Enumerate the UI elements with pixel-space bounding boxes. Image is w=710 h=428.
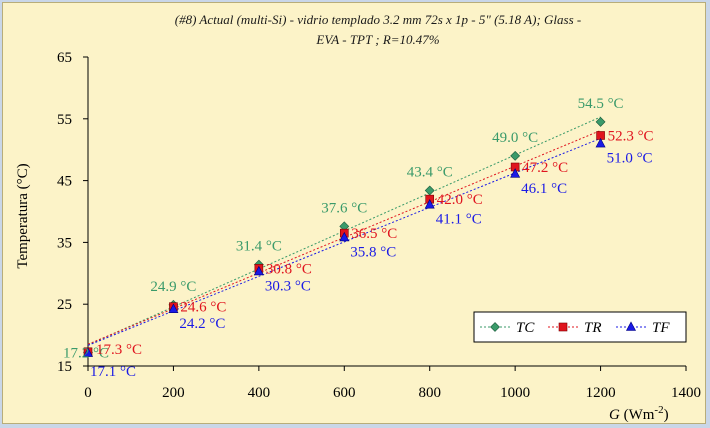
data-label-tr: 52.3 °C [608, 128, 654, 144]
marker-tf [510, 168, 521, 178]
marker-tc [424, 185, 435, 196]
marker-tf [168, 303, 179, 313]
data-label-tc: 54.5 °C [578, 96, 624, 112]
marker-tf [595, 137, 606, 148]
marker-tf [253, 265, 264, 276]
chart-title-line-2: EVA - TPT ; R=10.47% [315, 32, 439, 47]
y-tick-label: 65 [57, 50, 72, 66]
data-label-tr: 47.2 °C [522, 160, 568, 176]
y-tick-label: 55 [57, 112, 72, 128]
data-label-tf: 41.1 °C [436, 212, 482, 228]
data-label-tf: 30.3 °C [265, 278, 311, 294]
x-tick-label: 600 [333, 385, 356, 401]
marker-tc [510, 150, 521, 161]
y-tick-label: 35 [57, 235, 72, 251]
marker-tf [339, 231, 350, 242]
x-axis-title: G (Wm-2) [609, 404, 669, 423]
x-tick-label: 1000 [500, 385, 530, 401]
x-tick-label: 1200 [586, 385, 616, 401]
data-label-tc: 31.4 °C [236, 239, 282, 255]
legend-marker-tf [626, 321, 636, 331]
data-label-tf: 46.1 °C [521, 181, 567, 197]
data-label-tc: 17.2 °C [63, 345, 109, 361]
chart-frame [2, 2, 706, 424]
x-tick-label: 800 [418, 385, 441, 401]
data-label-tr: 36.5 °C [351, 226, 397, 242]
y-tick-label: 15 [57, 359, 72, 375]
data-label-tr: 42.0 °C [437, 192, 483, 208]
legend-marker-tc [490, 322, 500, 332]
legend: TC TR TF [473, 311, 687, 343]
legend-label-tr: TR [584, 320, 602, 336]
x-axis-title-text: G (Wm-2) [609, 404, 669, 423]
y-axis-title: Temperatura (°C) [15, 163, 31, 268]
data-label-tc: 24.9 °C [150, 279, 196, 295]
data-label-tr: 30.8 °C [266, 261, 312, 277]
legend-marker-tr [558, 322, 568, 332]
x-tick-label: 200 [162, 385, 185, 401]
x-tick-label: 0 [84, 385, 92, 401]
data-label-tf: 24.2 °C [179, 316, 225, 332]
data-label-tf: 35.8 °C [350, 244, 396, 260]
data-labels: 17.2 °C 24.9 °C 31.4 °C 37.6 °C 43.4 °C 49.0 … [63, 96, 654, 380]
y-tick-label: 25 [57, 297, 72, 313]
data-label-tc: 37.6 °C [321, 200, 367, 216]
axes: 15 25 35 45 55 65 0 200 400 600 800 1000 1200 1400 [57, 50, 701, 401]
x-tick-label: 400 [248, 385, 271, 401]
data-label-tf: 51.0 °C [607, 151, 653, 167]
data-label-tc: 43.4 °C [407, 164, 453, 180]
y-tick-label: 45 [57, 174, 72, 190]
data-label-tc: 49.0 °C [492, 130, 538, 146]
series-markers [83, 116, 606, 358]
data-label-tr: 24.6 °C [180, 300, 226, 316]
legend-label-tf: TF [652, 320, 670, 336]
x-tick-label: 1400 [671, 385, 701, 401]
data-label-tf: 17.1 °C [90, 364, 136, 380]
data-label-tr: 17.3 °C [96, 342, 142, 358]
chart-title-line-1: (#8) Actual (multi-Si) - vidrio templado… [175, 12, 581, 27]
legend-label-tc: TC [516, 320, 535, 336]
marker-tc [595, 116, 606, 127]
marker-tf [83, 347, 93, 357]
marker-tf [424, 199, 435, 209]
